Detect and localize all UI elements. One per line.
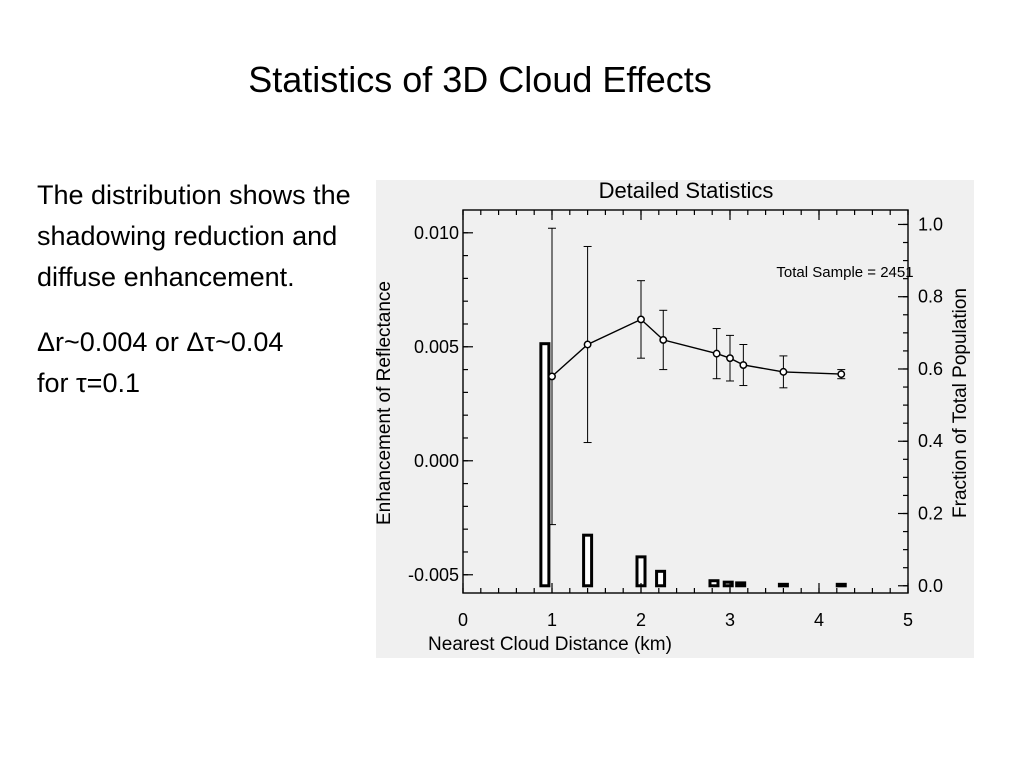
y-left-tick-label: -0.005 (408, 565, 459, 585)
axes-layer: 0 1 2 3 4 5 -0.005 0.000 0.005 0.010 0.0 0.2 0.4 0.6 0… (408, 209, 943, 630)
slide-body-text: The distribution shows the shadowing red… (37, 175, 367, 428)
slide-title: Statistics of 3D Cloud Effects (248, 59, 712, 100)
y-right-tick-label: 0.6 (918, 359, 943, 379)
body-paragraph-result: Δr~0.004 or Δτ~0.04 for τ=0.1 (37, 322, 367, 404)
population-bar (582, 533, 594, 588)
x-tick-label: 2 (636, 610, 646, 630)
x-tick-label: 3 (725, 610, 735, 630)
y-right-tick-label: 1.0 (918, 214, 943, 234)
data-point (637, 315, 645, 324)
x-tick-label: 1 (547, 610, 557, 630)
y-right-tick-label: 0.2 (918, 504, 943, 524)
y-right-tick-label: 0.4 (918, 431, 943, 451)
x-tick-label: 4 (814, 610, 824, 630)
population-bar (835, 582, 847, 588)
data-point (548, 372, 556, 381)
x-tick-label: 0 (458, 610, 468, 630)
total-sample-annotation: Total Sample = 2451 (776, 264, 913, 281)
y-right-tick-label: 0.8 (918, 287, 943, 307)
points-layer (548, 315, 846, 381)
y-left-tick-label: 0.000 (414, 451, 459, 471)
population-bar (655, 569, 667, 588)
plot-frame (462, 209, 909, 594)
y-right-axis-title: Fraction of Total Population (950, 288, 971, 518)
population-bar (722, 580, 734, 588)
chart-panel: Detailed Statistics Total Sample = 2451 … (376, 180, 974, 658)
chart-svg: Detailed Statistics Total Sample = 2451 … (376, 180, 971, 655)
line-layer (551, 318, 842, 377)
data-point (726, 354, 734, 363)
data-point (712, 349, 721, 358)
population-bar (735, 581, 747, 588)
data-point (583, 340, 592, 349)
population-bar (777, 582, 789, 588)
y-left-tick-label: 0.005 (414, 337, 459, 357)
population-bar (539, 342, 551, 588)
reflectance-series-line (551, 318, 842, 377)
data-point (659, 335, 668, 344)
population-bar (708, 579, 720, 588)
body-paragraph-description: The distribution shows the shadowing red… (37, 180, 351, 292)
x-tick-label: 5 (903, 610, 913, 630)
data-point (779, 367, 788, 376)
y-left-axis-title: Enhancement of Reflectance (376, 281, 395, 525)
bars-layer (539, 342, 847, 588)
chart-title: Detailed Statistics (599, 180, 774, 203)
y-right-tick-label: 0.0 (918, 576, 943, 596)
data-point (837, 370, 846, 379)
y-left-tick-label: 0.010 (414, 223, 459, 243)
x-axis-title: Nearest Cloud Distance (km) (428, 634, 672, 655)
result-line-1: Δr~0.004 or Δτ~0.04 (37, 327, 284, 357)
population-bar (635, 555, 647, 588)
data-point (739, 361, 748, 369)
result-line-2: for τ=0.1 (37, 368, 140, 398)
